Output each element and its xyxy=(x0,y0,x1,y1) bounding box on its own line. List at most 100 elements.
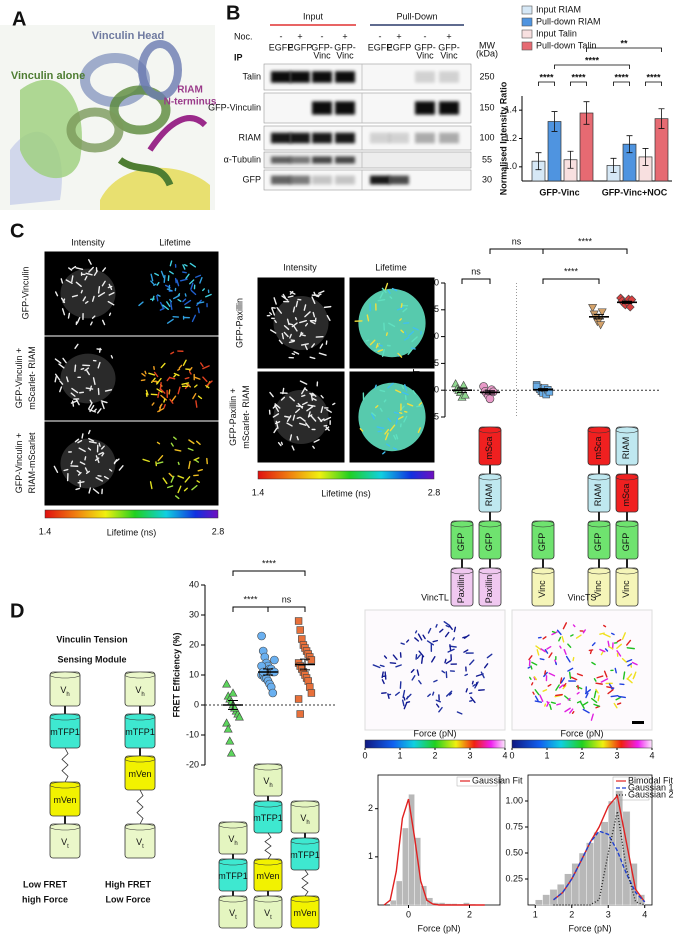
adhesion xyxy=(548,672,556,677)
adhesion xyxy=(291,445,295,451)
adhesion xyxy=(433,679,438,683)
data-point xyxy=(223,724,233,733)
data-point xyxy=(296,710,304,718)
domain-label-text: Paxillin xyxy=(456,575,466,604)
domain-cap xyxy=(49,781,81,789)
adhesion xyxy=(286,415,292,422)
error-bar xyxy=(535,152,542,171)
adhesion xyxy=(405,701,411,704)
adhesion xyxy=(311,392,317,397)
data-point xyxy=(226,748,236,757)
adhesion xyxy=(313,439,320,443)
adhesion xyxy=(156,295,159,302)
fit-curve xyxy=(383,798,485,906)
adhesion xyxy=(97,408,102,414)
adhesion xyxy=(369,339,376,346)
adhesion xyxy=(595,682,603,685)
adhesion xyxy=(377,343,383,347)
adhesion xyxy=(144,370,147,375)
domain-label-text: mTFP1 xyxy=(290,850,320,860)
adhesion xyxy=(90,321,93,326)
y-tick-label: -20 xyxy=(186,759,199,769)
adhesion xyxy=(190,289,197,296)
domain-label: mSca xyxy=(593,436,603,459)
adhesion xyxy=(157,407,165,413)
blot-band xyxy=(312,156,332,164)
adhesion xyxy=(300,343,309,346)
adhesion xyxy=(444,631,450,638)
adhesion xyxy=(80,289,83,294)
adhesion xyxy=(55,291,59,297)
adhesion xyxy=(101,319,106,326)
adhesion xyxy=(395,416,399,425)
adhesion xyxy=(311,296,316,305)
domain-cap xyxy=(587,520,611,528)
cell-body xyxy=(358,382,426,452)
adhesion xyxy=(631,661,638,666)
adhesion xyxy=(417,427,421,434)
domain-label-text: Vinc xyxy=(621,580,631,598)
adhesion xyxy=(110,355,114,359)
adhesion xyxy=(381,671,384,679)
adhesion xyxy=(148,372,156,376)
adhesion xyxy=(287,295,294,298)
legend-swatch xyxy=(521,29,533,39)
adhesion xyxy=(150,280,155,286)
column-header: Lifetime xyxy=(159,237,191,247)
colorbar-tick-label: 2 xyxy=(432,750,437,760)
adhesion xyxy=(544,703,547,707)
adhesion xyxy=(319,343,324,349)
sem-bar xyxy=(228,700,238,710)
adhesion xyxy=(543,671,548,678)
significance-label: **** xyxy=(564,266,579,276)
data-point xyxy=(296,626,304,634)
histogram-bar xyxy=(571,863,580,906)
data-point xyxy=(234,712,244,721)
adhesion xyxy=(101,445,105,450)
adhesion xyxy=(456,711,463,715)
adhesion xyxy=(153,371,159,378)
adhesion xyxy=(196,440,201,445)
significance-label: ** xyxy=(620,38,628,48)
data-point xyxy=(307,689,316,697)
adhesion xyxy=(299,422,307,426)
domain-cap xyxy=(478,473,502,481)
y-tick-label: 0.50 xyxy=(505,847,523,857)
domain-cap xyxy=(253,800,283,808)
adhesion xyxy=(304,388,308,392)
cell-body xyxy=(60,353,116,404)
adhesion xyxy=(88,409,97,413)
adhesion xyxy=(166,318,174,324)
adhesion xyxy=(527,666,531,669)
adhesion xyxy=(323,305,332,309)
adhesion xyxy=(173,372,180,377)
adhesion xyxy=(294,317,298,321)
significance-label: **** xyxy=(571,72,586,82)
adhesion xyxy=(602,633,611,638)
y-tick-label: 20 xyxy=(189,639,199,649)
adhesion xyxy=(70,460,74,465)
significance-label: **** xyxy=(646,72,661,82)
adhesion xyxy=(555,693,563,697)
blot-band xyxy=(312,132,332,144)
adhesion xyxy=(107,300,115,306)
adhesion xyxy=(273,427,278,434)
adhesion xyxy=(558,636,562,642)
adhesion xyxy=(549,703,552,711)
adhesion xyxy=(272,413,280,418)
y-tick-label: 0 xyxy=(194,699,199,709)
colorbar-label: Force (pN) xyxy=(560,728,603,738)
blot-band xyxy=(370,175,390,185)
blot-row-label: RIAM xyxy=(239,132,262,142)
adhesion xyxy=(97,286,101,294)
blot-band xyxy=(290,175,310,185)
legend-label: Input RIAM xyxy=(536,4,581,14)
row-label: IP xyxy=(234,52,243,62)
adhesion xyxy=(84,300,89,304)
sem-bar xyxy=(622,300,632,304)
adhesion xyxy=(576,673,583,677)
adhesion xyxy=(402,307,408,313)
adhesion xyxy=(162,477,168,485)
adhesion xyxy=(384,428,390,435)
